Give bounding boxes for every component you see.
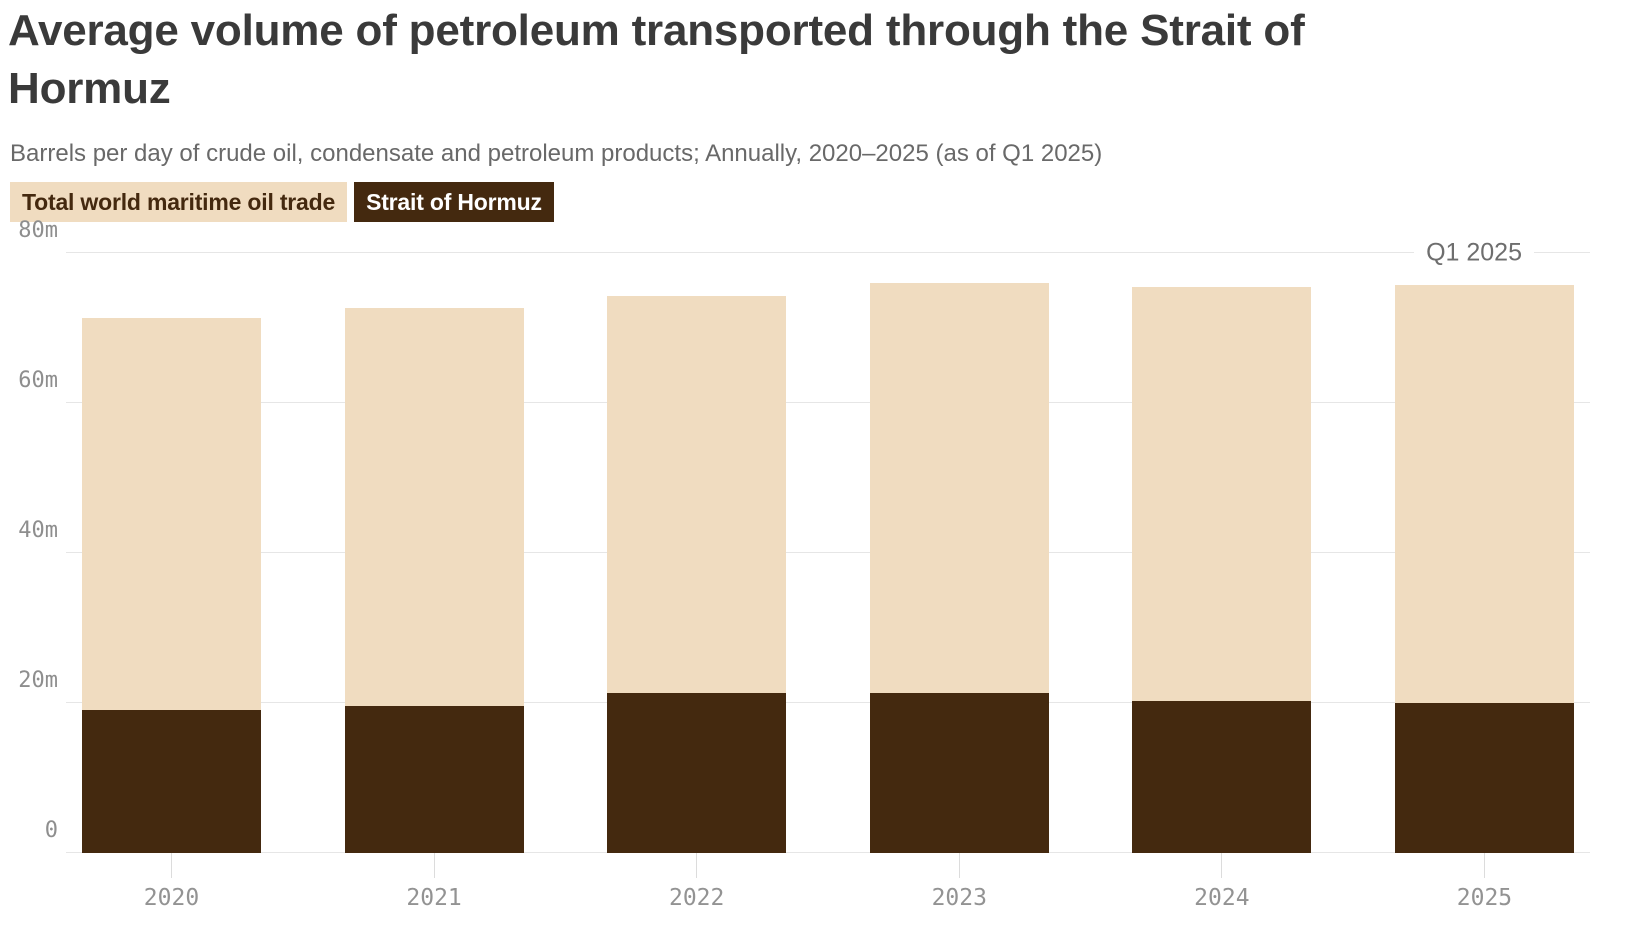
plot-area: 0 20m 40m 60m 80m Q1 2025 [18,220,1590,853]
x-axis-slot-2020: 2020 [82,853,261,910]
x-axis-slot-2025: 2025 [1395,853,1574,910]
gridline-0 [66,852,1590,853]
x-tick-mark-2020 [171,853,172,878]
x-axis-label-2021: 2021 [406,885,462,911]
x-axis-label-2025: 2025 [1456,885,1513,911]
x-tick-mark-2024 [1221,853,1223,878]
x-axis-slot-2023: 2023 [870,853,1049,910]
x-axis-slot-2022: 2022 [607,853,786,910]
gridline-20m [66,702,1590,703]
bars [66,253,1590,853]
x-tick-mark-2025 [1483,853,1485,878]
x-axis-slot-2024: 2024 [1132,853,1311,910]
bar-segment-hormuz-2025 [1394,703,1574,853]
bar-segment-total-2024 [1132,286,1312,701]
chart-card: Average volume of petroleum transported … [8,6,1618,910]
x-axis-label-2022: 2022 [668,885,725,911]
y-axis-label-60m: 60m [18,368,58,393]
y-axis-label-80m: 80m [18,218,58,243]
bar-segment-total-2025 [1394,284,1574,703]
y-axis-label-40m: 40m [18,518,58,543]
x-tick-mark-2023 [958,853,960,878]
bar-2024 [1132,253,1312,853]
legend-item-strait-of-hormuz: Strait of Hormuz [354,182,554,222]
bar-segment-hormuz-2022 [607,692,787,853]
bar-segment-total-2020 [82,317,261,710]
annotation-q1-2025: Q1 2025 [1414,236,1534,270]
bar-2020 [82,253,261,853]
x-axis-label-2020: 2020 [143,885,200,911]
bar-segment-hormuz-2024 [1132,700,1312,853]
y-axis-label-20m: 20m [18,668,58,693]
bar-segment-hormuz-2020 [82,709,261,853]
gridline-80m [66,252,1590,253]
bar-2025 [1394,253,1574,853]
x-axis: 2020 2021 2022 2023 2024 2025 [66,853,1590,910]
bar-2023 [869,253,1049,853]
gridline-40m [66,552,1590,553]
legend: Total world maritime oil trade Strait of… [10,182,1618,222]
bar-segment-total-2023 [869,283,1049,694]
x-axis-slot-2021: 2021 [345,853,524,910]
gridline-60m [66,402,1590,403]
x-axis-label-2024: 2024 [1194,885,1250,911]
bar-2022 [607,253,787,853]
chart-area: 0 20m 40m 60m 80m Q1 2025 2020 2021 2022 2023 20… [18,220,1590,910]
chart-title: Average volume of petroleum transported … [8,6,1305,113]
bar-segment-hormuz-2023 [869,693,1049,853]
bar-segment-hormuz-2021 [344,706,524,853]
chart-subtitle: Barrels per day of crude oil, condensate… [10,140,1103,167]
x-tick-mark-2021 [433,853,435,878]
bar-segment-total-2021 [344,307,524,706]
legend-item-total-world-maritime-oil-trade: Total world maritime oil trade [10,182,348,222]
y-axis-label-0: 0 [44,818,58,843]
bar-2021 [344,253,524,853]
bar-segment-total-2022 [607,295,787,693]
x-tick-mark-2022 [696,853,698,878]
x-axis-label-2023: 2023 [931,885,987,911]
